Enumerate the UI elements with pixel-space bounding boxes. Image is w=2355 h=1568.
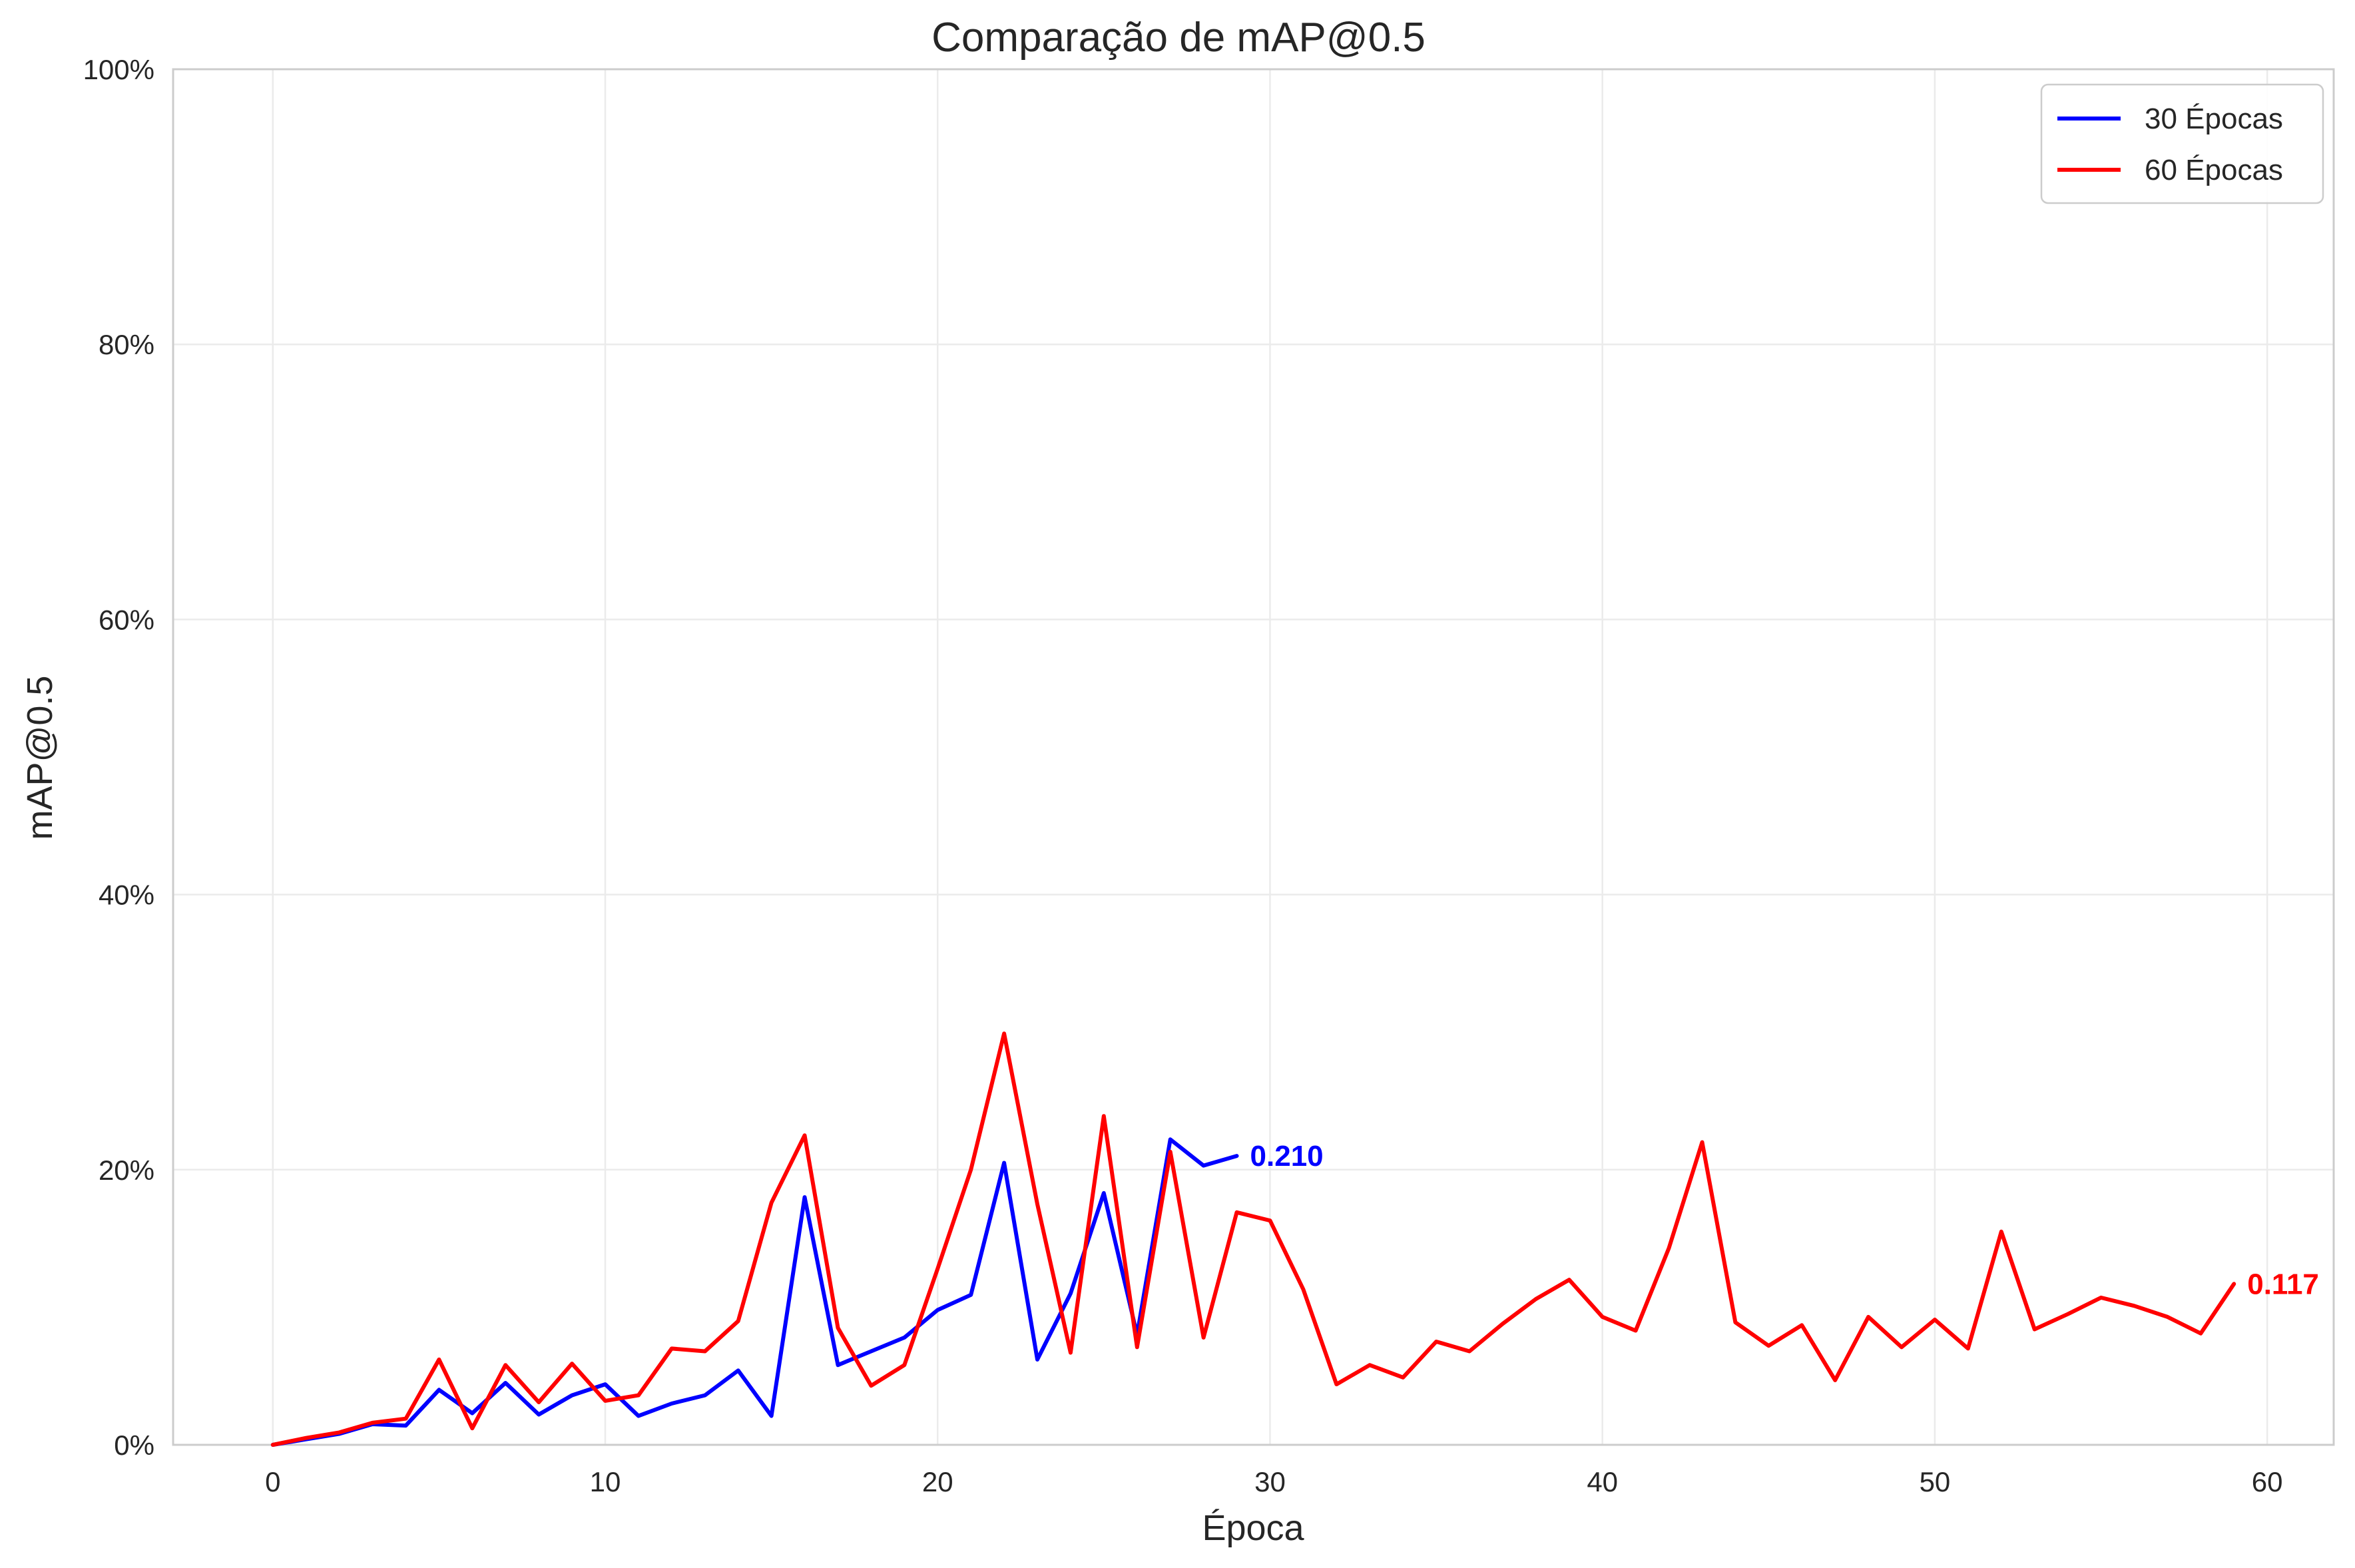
legend-entry-label: 60 Épocas xyxy=(2145,154,2283,186)
y-tick-label: 60% xyxy=(99,604,154,635)
series-layer: 0.210 0.117 xyxy=(270,1031,2319,1447)
plot-area-frame xyxy=(172,68,2335,1446)
x-tick-label: 10 xyxy=(590,1466,621,1497)
legend: 30 Épocas 60 Épocas xyxy=(2040,83,2324,204)
x-tick-label: 60 xyxy=(2252,1466,2283,1497)
legend-box xyxy=(2040,83,2324,204)
tick-labels: 0 10 20 30 40 50 60 0% 20% 40% 60% 80% 100% xyxy=(83,54,2283,1497)
y-tick-label: 100% xyxy=(83,54,154,85)
y-tick-label: 0% xyxy=(114,1430,154,1461)
x-tick-label: 0 xyxy=(265,1466,280,1497)
x-tick-label: 30 xyxy=(1254,1466,1286,1497)
y-tick-label: 40% xyxy=(99,880,154,911)
series-line-1 xyxy=(270,1137,1239,1447)
x-tick-label: 50 xyxy=(1920,1466,1951,1497)
x-tick-label: 40 xyxy=(1587,1466,1618,1497)
y-tick-label: 80% xyxy=(99,329,154,360)
series-end-label: 0.210 xyxy=(1250,1140,1324,1173)
series-line-2 xyxy=(270,1031,2236,1447)
series-end-label: 0.117 xyxy=(2247,1268,2319,1300)
y-axis-title: mAP@0.5 xyxy=(20,676,60,840)
x-tick-label: 20 xyxy=(922,1466,953,1497)
legend-entry-label: 30 Épocas xyxy=(2145,103,2283,135)
x-axis-title: Época xyxy=(1202,1508,1304,1548)
y-tick-label: 20% xyxy=(99,1155,154,1186)
chart-title: Comparação de mAP@0.5 xyxy=(931,15,1426,61)
